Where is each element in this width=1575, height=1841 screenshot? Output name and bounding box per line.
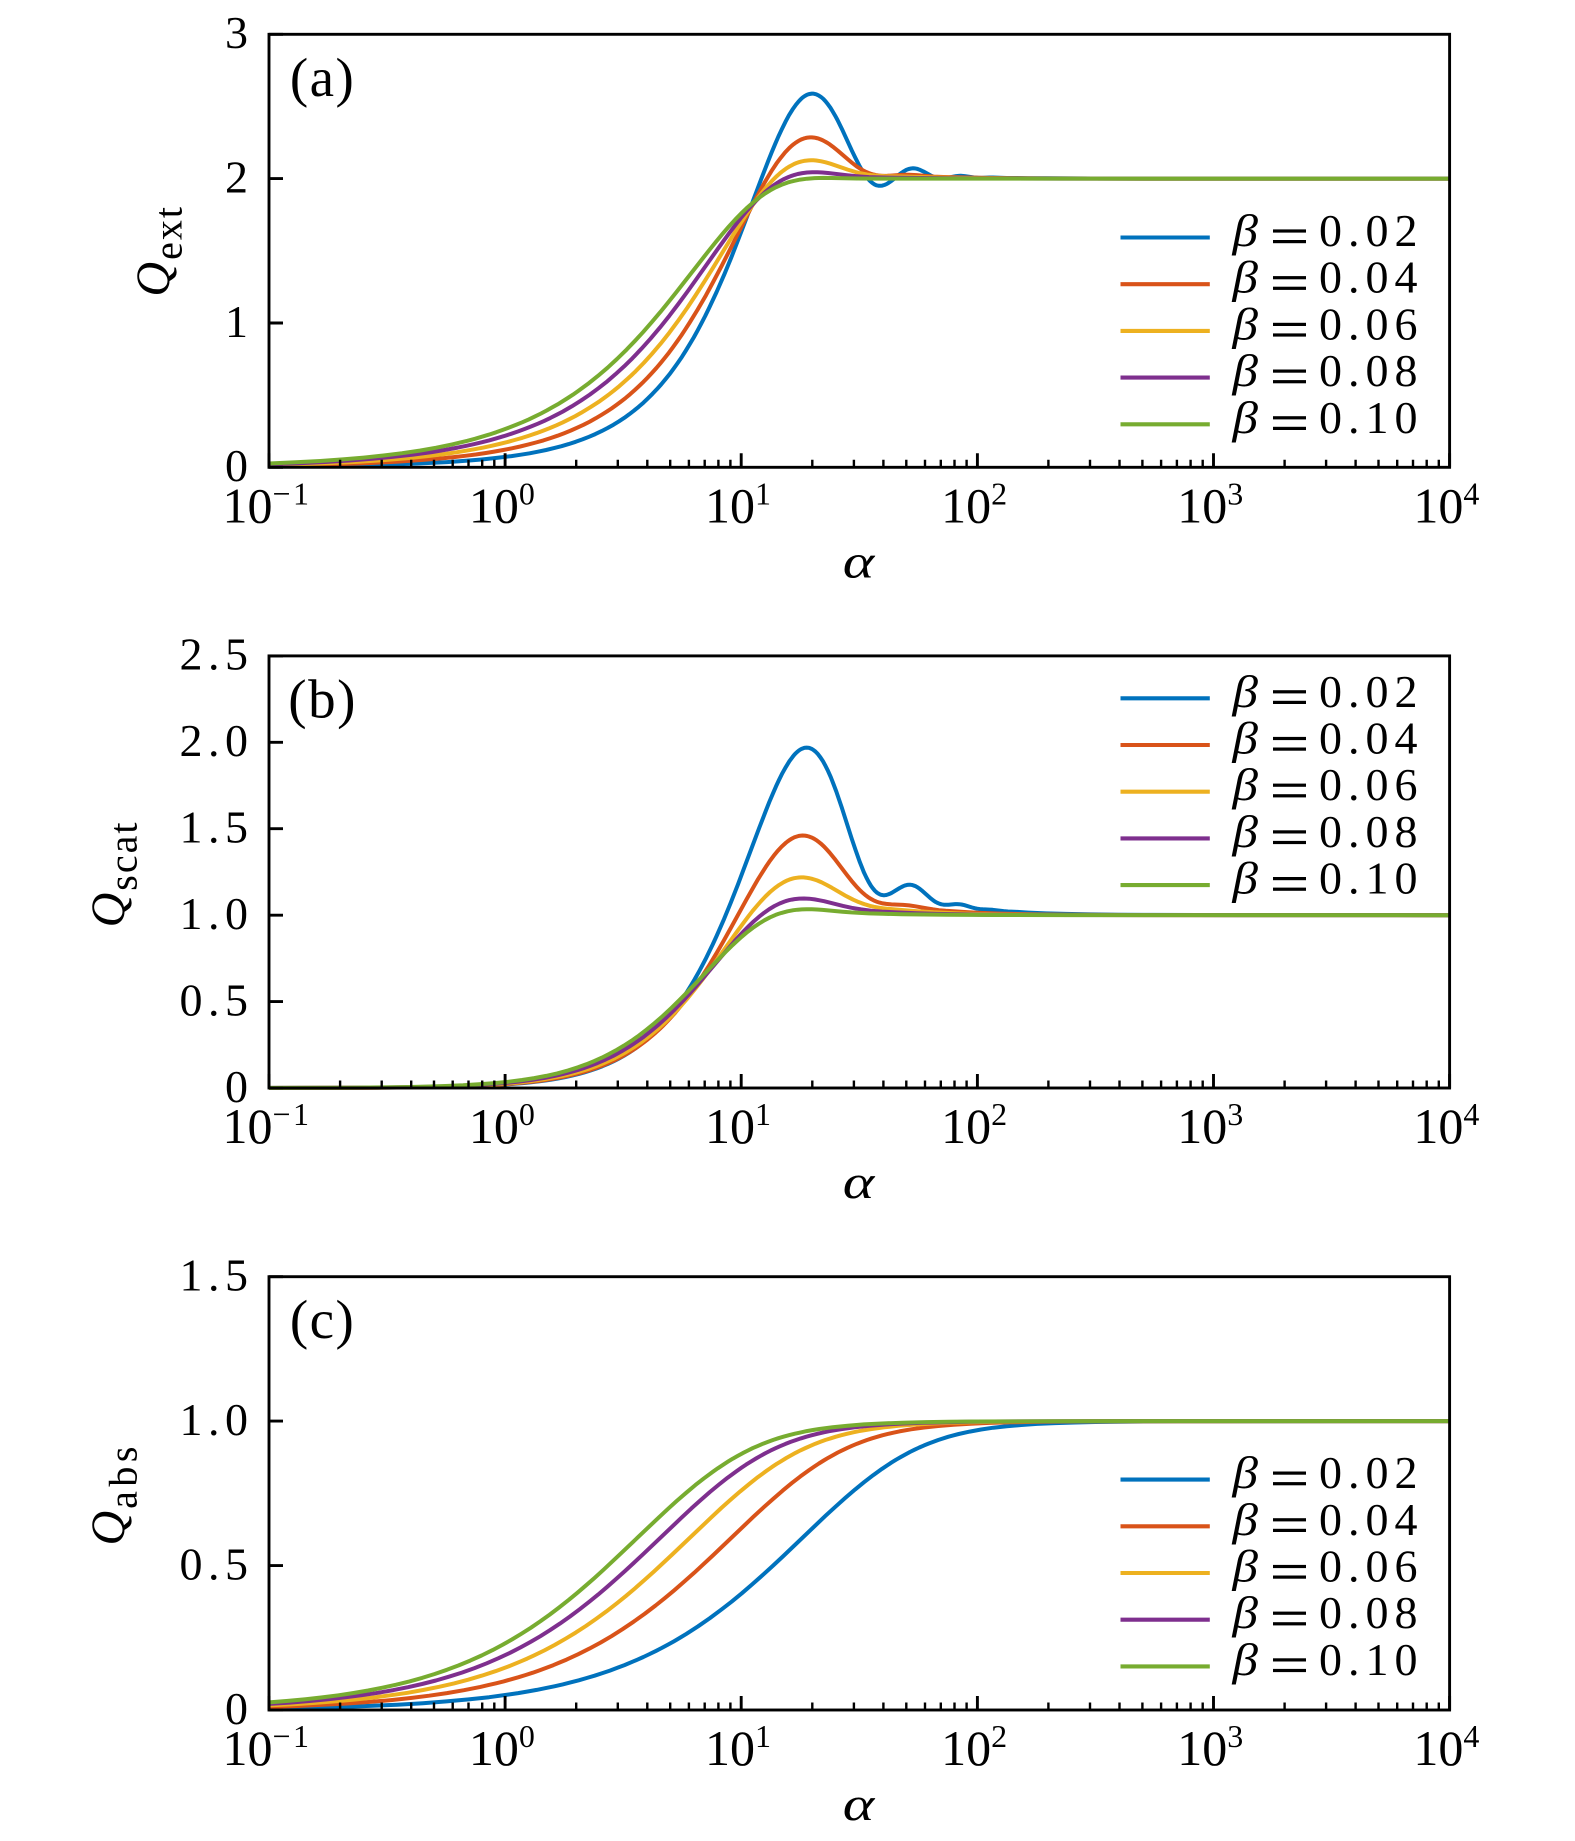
svg-text:0: 0 <box>225 1061 254 1112</box>
svg-text:α: α <box>843 1156 876 1209</box>
svg-text:β: β <box>1231 1587 1258 1638</box>
svg-text:β: β <box>1231 1541 1258 1592</box>
svg-text:0.06: 0.06 <box>1319 759 1424 810</box>
svg-text:β: β <box>1231 345 1258 396</box>
svg-text:2: 2 <box>225 151 254 202</box>
svg-text:α: α <box>843 1778 876 1831</box>
svg-text:(c): (c) <box>290 1289 356 1350</box>
svg-text:(b): (b) <box>288 668 357 729</box>
svg-text:103: 103 <box>1177 1718 1246 1776</box>
svg-text:0.04: 0.04 <box>1319 1494 1424 1545</box>
svg-text:β: β <box>1231 392 1258 443</box>
svg-text:3: 3 <box>225 7 254 58</box>
svg-text:β: β <box>1231 1634 1258 1685</box>
svg-text:0.02: 0.02 <box>1319 666 1424 717</box>
svg-text:β: β <box>1231 252 1258 303</box>
svg-text:0.08: 0.08 <box>1319 806 1424 857</box>
svg-text:0: 0 <box>225 440 254 491</box>
svg-text:1.0: 1.0 <box>180 1394 254 1445</box>
svg-text:Qabs: Qabs <box>82 1442 146 1546</box>
svg-text:0.5: 0.5 <box>180 1538 254 1589</box>
svg-text:0.10: 0.10 <box>1319 392 1424 443</box>
svg-text:Qext: Qext <box>127 205 191 297</box>
svg-text:β: β <box>1231 759 1258 810</box>
svg-text:102: 102 <box>941 1096 1010 1154</box>
svg-text:α: α <box>843 535 876 588</box>
svg-text:1.5: 1.5 <box>180 802 254 853</box>
svg-text:0.06: 0.06 <box>1319 1541 1424 1592</box>
svg-text:1.5: 1.5 <box>180 1250 254 1301</box>
svg-text:β: β <box>1231 1447 1258 1498</box>
svg-text:0.10: 0.10 <box>1319 1634 1424 1685</box>
svg-text:Qscat: Qscat <box>82 821 146 928</box>
svg-text:1.0: 1.0 <box>180 888 254 939</box>
svg-text:β: β <box>1231 666 1258 717</box>
svg-text:β: β <box>1231 205 1258 256</box>
svg-text:0.08: 0.08 <box>1319 1587 1424 1638</box>
svg-text:0.02: 0.02 <box>1319 1447 1424 1498</box>
svg-text:β: β <box>1231 713 1258 764</box>
svg-text:0: 0 <box>225 1683 254 1734</box>
svg-text:2.0: 2.0 <box>180 715 254 766</box>
svg-text:2.5: 2.5 <box>180 629 254 680</box>
svg-text:0.08: 0.08 <box>1319 345 1424 396</box>
svg-text:β: β <box>1231 806 1258 857</box>
svg-text:0.5: 0.5 <box>180 974 254 1025</box>
svg-text:β: β <box>1231 853 1258 904</box>
svg-text:0.06: 0.06 <box>1319 298 1424 349</box>
svg-text:(a): (a) <box>290 47 356 108</box>
svg-text:0.04: 0.04 <box>1319 252 1424 303</box>
svg-text:0.02: 0.02 <box>1319 205 1424 256</box>
svg-text:β: β <box>1231 1494 1258 1545</box>
svg-text:0.10: 0.10 <box>1319 853 1424 904</box>
svg-text:β: β <box>1231 299 1258 350</box>
svg-text:0.04: 0.04 <box>1319 713 1424 764</box>
svg-text:1: 1 <box>225 296 254 347</box>
